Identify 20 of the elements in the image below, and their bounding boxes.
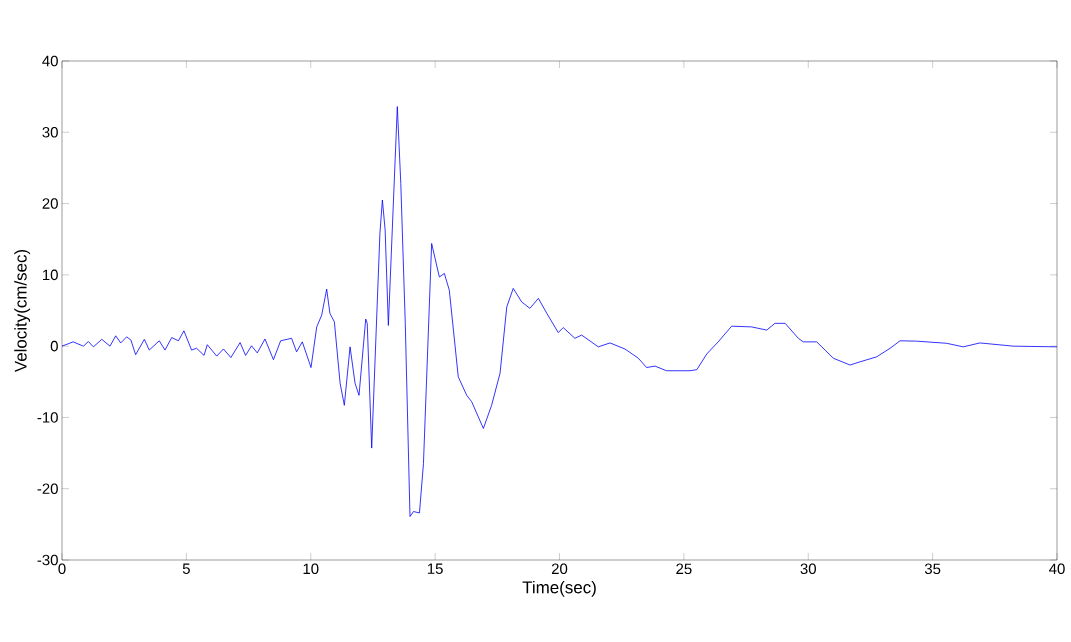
x-tick-label: 0: [58, 563, 66, 575]
y-axis-title: Velocity(cm/sec): [14, 249, 31, 373]
y-tick-label: 0: [50, 340, 58, 352]
y-tick-label: -20: [37, 483, 58, 494]
y-tick-label: -30: [37, 554, 58, 566]
x-tick-label: 5: [182, 563, 190, 574]
x-tick-label: 25: [676, 563, 692, 575]
x-tick-label: 15: [427, 563, 443, 574]
x-tick-label: 35: [924, 563, 941, 575]
y-tick-label: -10: [37, 412, 58, 423]
y-tick-label: 10: [43, 269, 58, 281]
line-series: [62, 106, 1058, 517]
y-tick-label: 40: [42, 55, 58, 67]
x-tick-label: 40: [1049, 563, 1065, 575]
x-tick-label: 30: [800, 563, 816, 575]
x-tick-label: 10: [303, 563, 319, 575]
y-tick-label: 30: [42, 126, 58, 138]
x-tick-label: 20: [551, 563, 568, 575]
y-tick-label: 20: [42, 198, 58, 209]
x-axis-title: Time(sec): [522, 580, 596, 597]
